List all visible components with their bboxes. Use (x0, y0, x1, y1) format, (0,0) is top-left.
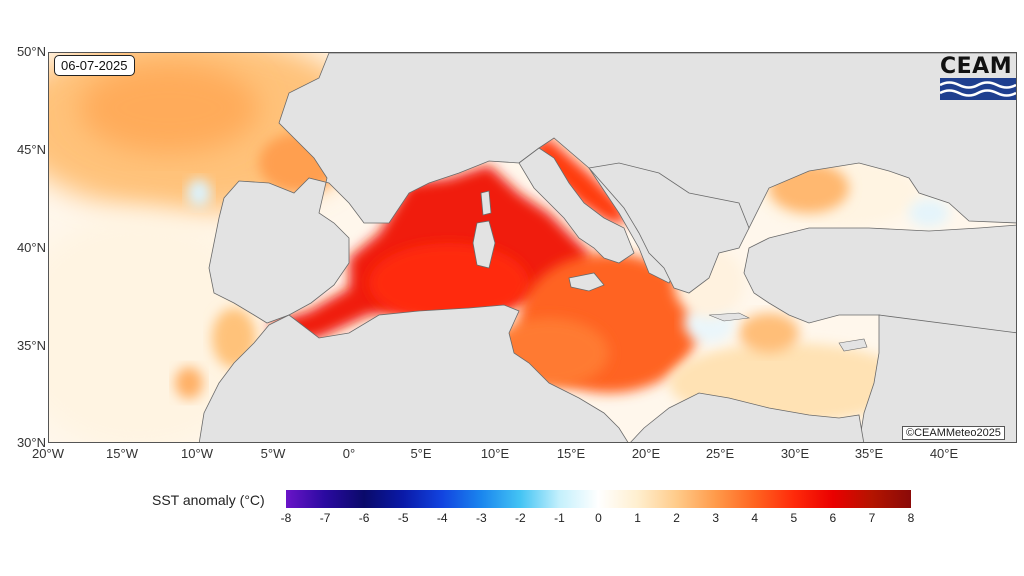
colorbar-tick-label: -8 (280, 511, 292, 525)
colorbar-title: SST anomaly (°C) (152, 492, 265, 508)
lon-label-20w: 20°W (32, 446, 64, 461)
colorbar-tick-label: 5 (790, 511, 798, 525)
wave-icon (939, 78, 1017, 100)
balkans-land (588, 162, 750, 294)
colorbar-tick-label: -3 (475, 511, 487, 525)
corsica-land (480, 190, 492, 216)
lat-label-45n: 45°N (16, 142, 46, 157)
egypt-land (630, 392, 865, 442)
lon-label-5w: 5°W (260, 446, 286, 461)
colorbar-tick-label: -1 (554, 511, 565, 525)
lon-label-10e: 10°E (480, 446, 510, 461)
lon-label-0: 0° (342, 446, 356, 461)
colorbar-tick-label: 3 (712, 511, 720, 525)
lat-label-50n: 50°N (16, 44, 46, 59)
date-badge: 06-07-2025 (54, 55, 135, 76)
lon-label-10w: 10°W (181, 446, 213, 461)
colorbar (286, 490, 911, 508)
ceam-logo: CEAM (939, 54, 1017, 102)
sicily-land (568, 272, 605, 292)
colorbar-tick-label: -6 (358, 511, 370, 525)
sst-anomaly-map (49, 53, 1016, 442)
land (198, 53, 1016, 442)
colorbar-tick-label: -5 (397, 511, 409, 525)
lon-label-15e: 15°E (556, 446, 586, 461)
colorbar-tick-label: -2 (515, 511, 526, 525)
colorbar-tick-label: -7 (319, 511, 331, 525)
colorbar-tick-label: 8 (907, 511, 915, 525)
cyprus-land (838, 338, 868, 352)
sardinia-land (472, 220, 496, 269)
lat-label-40n: 40°N (16, 240, 46, 255)
lon-label-25e: 25°E (705, 446, 735, 461)
colorbar-tick-label: -4 (436, 511, 448, 525)
lon-label-15w: 15°W (106, 446, 138, 461)
colorbar-tick-label: 0 (595, 511, 602, 525)
lat-label-30n: 30°N (16, 435, 46, 450)
lon-label-30e: 30°E (780, 446, 810, 461)
lon-label-35e: 35°E (854, 446, 884, 461)
crete-land (708, 312, 751, 322)
levant-land (858, 314, 1016, 442)
lon-label-20e: 20°E (631, 446, 661, 461)
colorbar-tick-label: 1 (634, 511, 641, 525)
colorbar-tick-label: 6 (829, 511, 837, 525)
lon-label-40e: 40°E (929, 446, 959, 461)
colorbar-tick-label: 4 (751, 511, 759, 525)
italy-land (518, 147, 635, 264)
copyright-label: ©CEAMMeteo2025 (902, 426, 1005, 440)
lon-label-5e: 5°E (410, 446, 432, 461)
colorbar-tick-label: 2 (673, 511, 680, 525)
africa-land (198, 304, 629, 442)
lat-label-35n: 35°N (16, 338, 46, 353)
colorbar-tick-label: 7 (868, 511, 876, 525)
logo-text: CEAM (940, 54, 1013, 79)
map-frame (48, 52, 1017, 443)
